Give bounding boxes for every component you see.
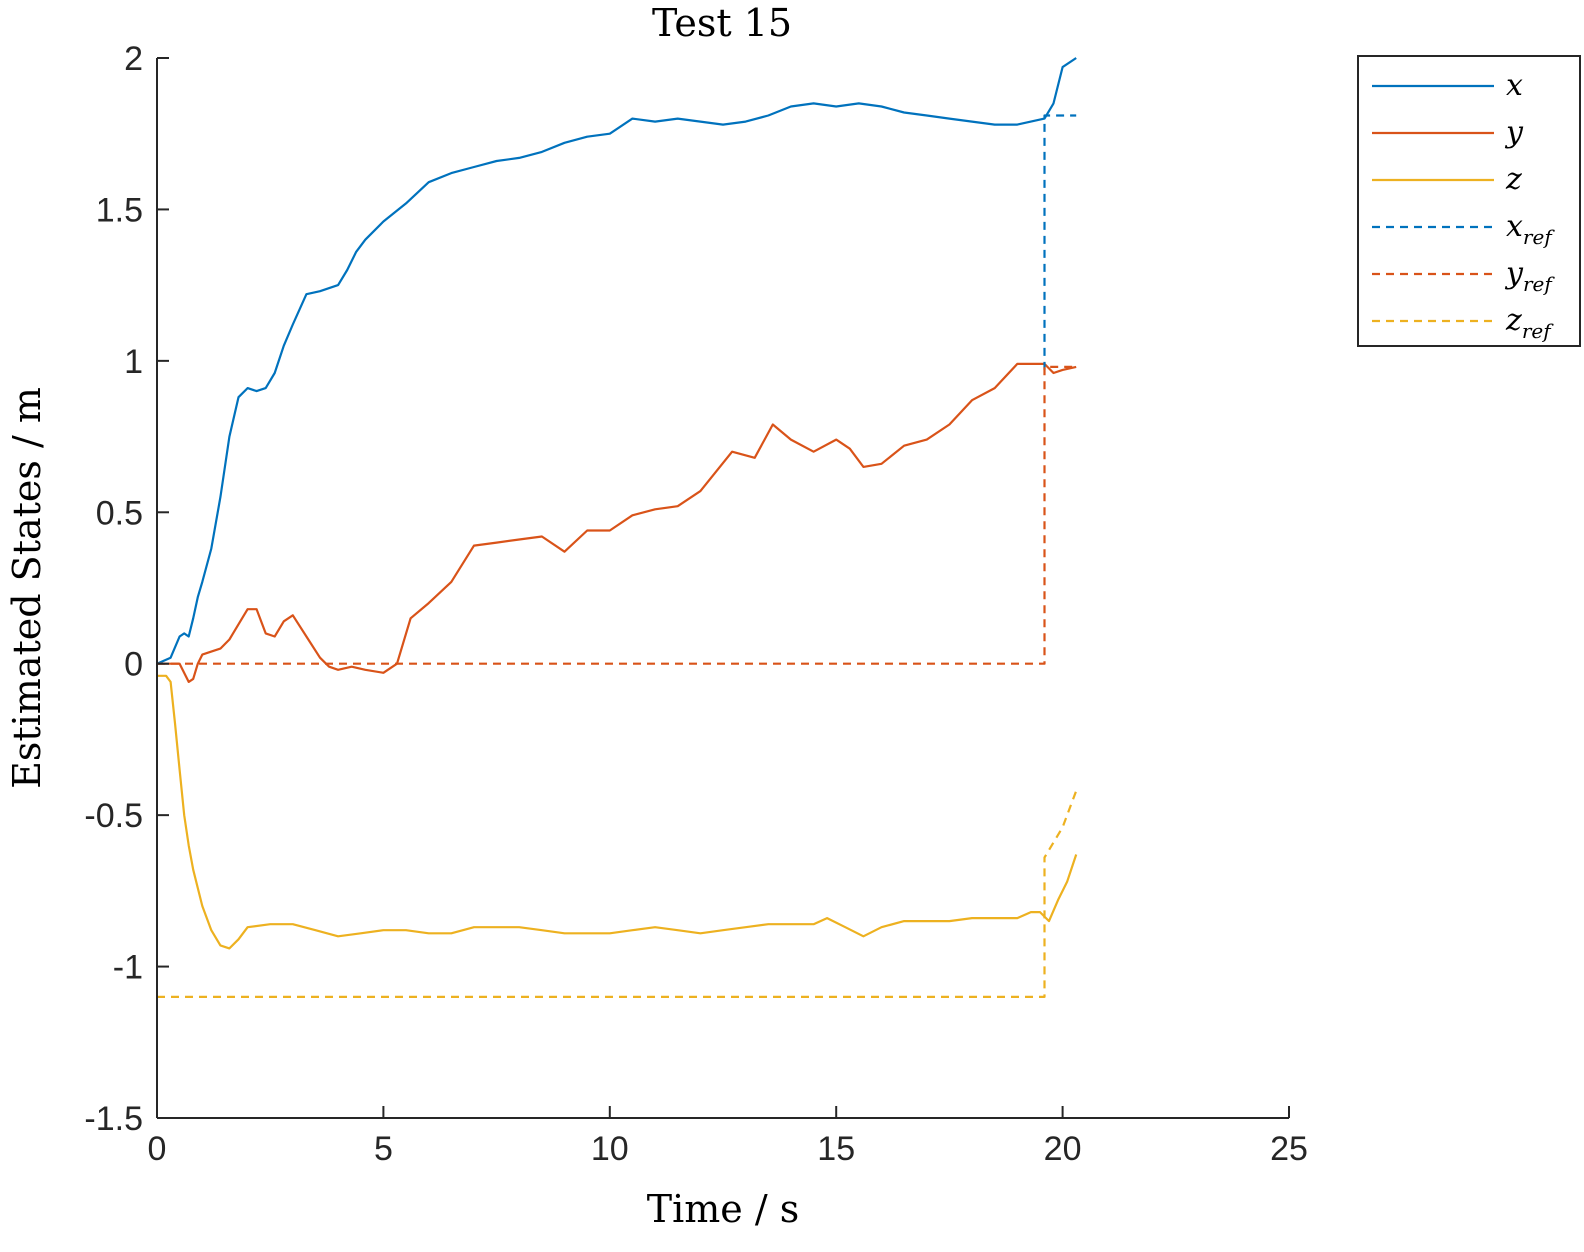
- y-tick-label: 1: [124, 343, 143, 381]
- x-tick-label: 25: [1270, 1130, 1308, 1168]
- legend-items: xyz xref yref zref: [1372, 68, 1555, 343]
- x-ticks: 0 5 10 15 20 25: [148, 1106, 1308, 1168]
- legend-label-x: x: [1506, 68, 1523, 103]
- x-tick-label: 5: [374, 1130, 393, 1168]
- series-line-y: [157, 362, 1077, 684]
- x-tick-label: 20: [1044, 1130, 1082, 1168]
- legend: xyz xref yref zref: [1357, 55, 1581, 347]
- x-tick-label: 0: [148, 1130, 167, 1168]
- legend-label-x-ref: xref: [1506, 209, 1555, 249]
- series-line-x-ref: [1043, 114, 1077, 370]
- chart-title: Test 15: [652, 1, 792, 45]
- y-tick-label: 1.5: [96, 191, 143, 229]
- series-layer: [156, 57, 1078, 999]
- legend-label-z: z: [1505, 162, 1522, 197]
- y-tick-label: 0.5: [96, 494, 143, 532]
- series-line-x: [156, 57, 1077, 665]
- plot-axes-frame: [157, 58, 1289, 1118]
- x-tick-label: 10: [591, 1130, 629, 1168]
- y-tick-label: -0.5: [84, 797, 143, 835]
- y-tick-label: -1.5: [84, 1100, 143, 1138]
- x-tick-label: 15: [817, 1130, 855, 1168]
- y-axis-title: Estimated States / m: [5, 387, 49, 789]
- legend-label-y-ref: yref: [1504, 256, 1555, 296]
- legend-label-y: y: [1504, 115, 1524, 150]
- y-tick-label: -1: [113, 949, 143, 987]
- y-ticks: 2 1.5 1 0.5 0 -0.5 -1 -1.5: [84, 40, 169, 1138]
- series-line-z-ref: [157, 790, 1078, 999]
- series-line-z: [157, 674, 1078, 950]
- y-tick-label: 2: [124, 40, 143, 78]
- legend-label-z-ref: zref: [1505, 303, 1554, 343]
- legend-box: [1357, 55, 1581, 347]
- y-tick-label: 0: [124, 646, 143, 684]
- x-axis-title: Time / s: [647, 1187, 799, 1231]
